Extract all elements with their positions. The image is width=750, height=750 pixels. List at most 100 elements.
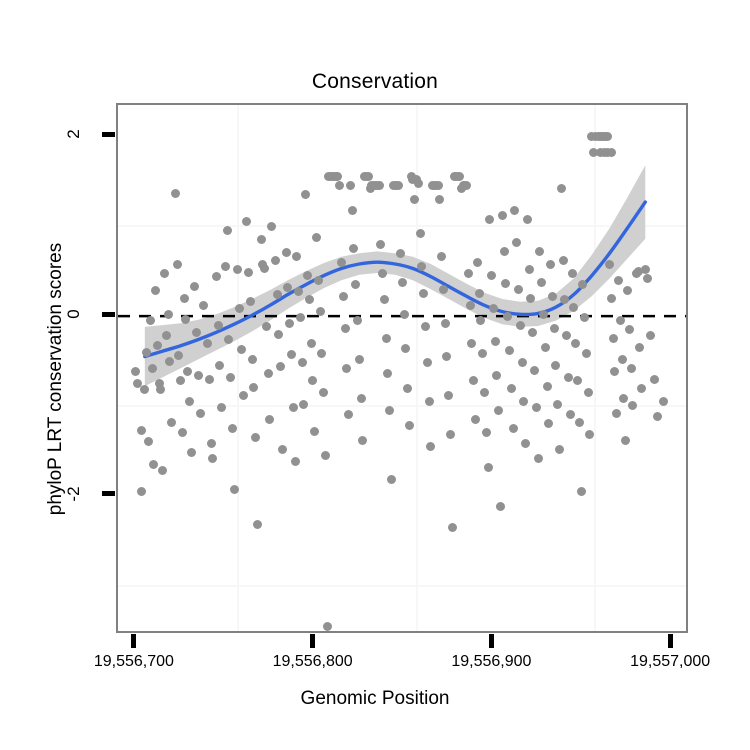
data-point [299,399,309,409]
data-point [376,239,386,249]
data-point [374,181,384,191]
data-point [556,184,566,193]
data-point [585,430,595,440]
data-point [149,459,159,469]
data-point [512,237,522,247]
data-point [311,232,321,242]
data-point [522,214,532,224]
data-point [424,396,434,406]
data-point [415,229,425,238]
data-point [615,316,625,326]
data-point [474,289,484,299]
data-point [227,423,237,433]
data-point [612,408,622,418]
data-point [347,205,357,215]
data-point [515,320,525,330]
data-point [422,358,432,368]
data-point [606,148,616,158]
data-point [156,385,166,395]
data-point [621,435,631,445]
data-point [649,374,659,384]
data-point [478,349,488,359]
data-point [140,385,150,395]
data-point [494,405,504,415]
data-point [379,295,389,305]
data-point [437,252,446,262]
data-point [565,410,575,420]
data-point [265,414,275,424]
data-point [417,262,427,272]
data-point [163,309,173,319]
data-point [251,432,261,442]
data-point [608,334,618,344]
data-point [479,388,489,397]
data-point [177,428,187,438]
plot-area [116,103,688,633]
data-point [211,272,221,282]
loess-fit-line [143,200,647,359]
data-point [167,417,177,427]
data-point [528,327,538,337]
data-point [447,522,457,532]
data-point [224,335,234,344]
data-point [399,309,409,319]
data-point [562,331,572,341]
data-point [395,248,405,258]
data-point [340,324,350,334]
data-point [222,226,232,236]
gridline-horizontal [118,404,686,407]
data-point [505,345,514,355]
data-point [576,486,586,496]
data-point [195,408,205,418]
data-point [446,430,455,440]
data-point [133,379,143,388]
data-point [174,351,184,361]
data-point [172,260,182,270]
data-point [256,235,266,245]
data-point [292,252,302,262]
data-point [319,388,329,397]
data-point [170,188,180,198]
data-point [249,382,259,392]
data-point [176,376,186,386]
data-point [476,316,486,326]
x-tick-mark [310,634,316,648]
x-tick-label: 19,557,000 [630,653,711,670]
data-point [626,363,636,373]
data-point [308,376,318,386]
data-point [342,363,352,373]
data-point [583,388,593,397]
data-point [217,403,227,413]
data-point [158,466,168,476]
y-tick-mark [102,311,115,317]
data-point [465,300,475,310]
data-point [281,247,291,257]
data-point [242,217,252,227]
data-point [410,194,420,204]
y-tick-label: 2 [64,129,83,140]
data-point [353,316,362,326]
data-point [490,336,500,346]
data-point [238,390,248,400]
data-point [537,277,547,287]
y-tick-mark [102,491,115,497]
data-point [285,318,295,328]
gridline-vertical [415,105,418,631]
data-point [286,350,296,360]
data-point [288,403,298,413]
data-point [547,291,557,301]
data-point [344,410,354,420]
data-point [313,275,323,285]
data-point [628,401,638,411]
x-tick-label: 19,556,800 [272,653,353,670]
data-point [378,268,388,278]
data-point [401,343,411,353]
data-point [497,211,507,220]
data-point [606,293,616,303]
data-point [190,282,200,291]
data-point [496,502,505,511]
data-point [555,444,564,454]
data-point [578,280,588,290]
data-point [535,246,545,256]
gridline-horizontal [118,584,686,587]
